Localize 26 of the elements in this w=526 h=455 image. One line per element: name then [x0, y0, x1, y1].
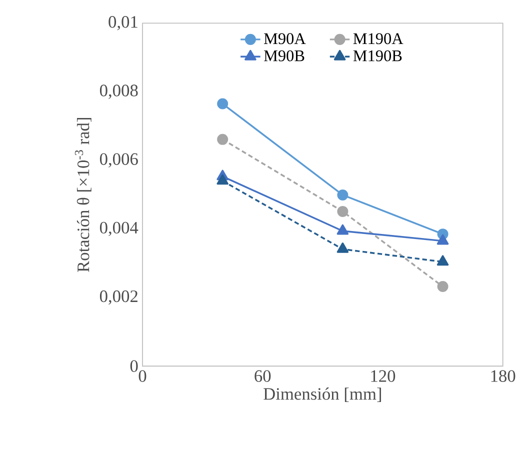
- point: [336, 242, 349, 253]
- x-tick-label: 0: [138, 370, 146, 382]
- point: [337, 189, 348, 200]
- y-tick-label: 0: [130, 360, 138, 372]
- y-tick-label: 0,004: [100, 222, 138, 236]
- y-tick-label: 0,002: [100, 290, 138, 304]
- point: [336, 224, 349, 235]
- y-tick-label: 0,006: [100, 153, 138, 168]
- y-axis-title: Rotación θ [×10$^{-3}$ rad]: [74, 118, 92, 272]
- point: [436, 234, 449, 245]
- legend-label: M190A: [353, 33, 404, 44]
- y-tick-label: 0,01: [108, 16, 138, 30]
- point: [437, 280, 448, 292]
- legend-label: M190B: [353, 50, 402, 62]
- x-tick-label: 120: [371, 370, 396, 382]
- point: [217, 98, 228, 110]
- x-axis-title: Dimensión [mm]: [264, 387, 381, 402]
- legend-label: M90A: [264, 33, 306, 44]
- x-tick-label: 60: [254, 370, 271, 382]
- point: [216, 174, 228, 185]
- point: [337, 206, 348, 217]
- point: [217, 134, 228, 145]
- x-tick-label: 180: [491, 370, 516, 382]
- point: [436, 255, 449, 266]
- y-tick-label: 0,008: [100, 84, 138, 99]
- legend-label: M90B: [264, 50, 304, 62]
